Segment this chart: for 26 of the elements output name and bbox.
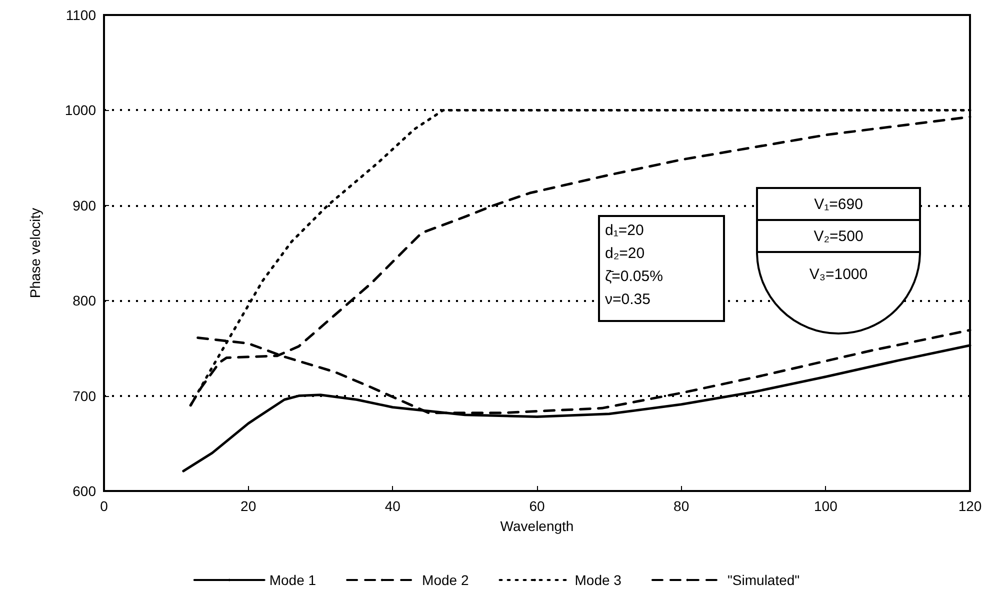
- y-tick-label: 600: [72, 483, 96, 499]
- x-axis-title: Wavelength: [500, 518, 574, 534]
- x-tick-label: 40: [384, 498, 401, 514]
- legend-label: Mode 3: [574, 572, 622, 588]
- legend-label: Mode 2: [422, 572, 469, 588]
- annotation: d₂=20: [605, 245, 645, 262]
- annotation: d₁=20: [605, 222, 644, 239]
- y-tick-label: 1100: [66, 7, 96, 23]
- x-tick-label: 100: [814, 498, 838, 514]
- annotation: V₁=690: [813, 196, 864, 213]
- annotation: V₃=1000: [808, 266, 869, 283]
- annotation: ν=0.35: [605, 291, 650, 308]
- annotation: ζ̄=0.05%: [605, 268, 663, 285]
- x-tick-label: 80: [674, 498, 690, 514]
- legend-label: "Simulated": [727, 572, 800, 588]
- x-tick-label: 120: [958, 498, 982, 514]
- x-tick-label: 20: [240, 498, 256, 514]
- y-tick-label: 800: [72, 292, 96, 309]
- x-tick-label: 60: [529, 498, 545, 514]
- y-tick-label: 900: [72, 197, 96, 214]
- y-tick-label: 700: [72, 388, 96, 404]
- annotation: V₂=500: [812, 228, 864, 245]
- y-tick-label: 1000: [64, 102, 96, 118]
- y-axis-title: Phase velocity: [27, 208, 43, 298]
- x-tick-label: 0: [100, 498, 108, 514]
- legend-label: Mode 1: [269, 572, 316, 588]
